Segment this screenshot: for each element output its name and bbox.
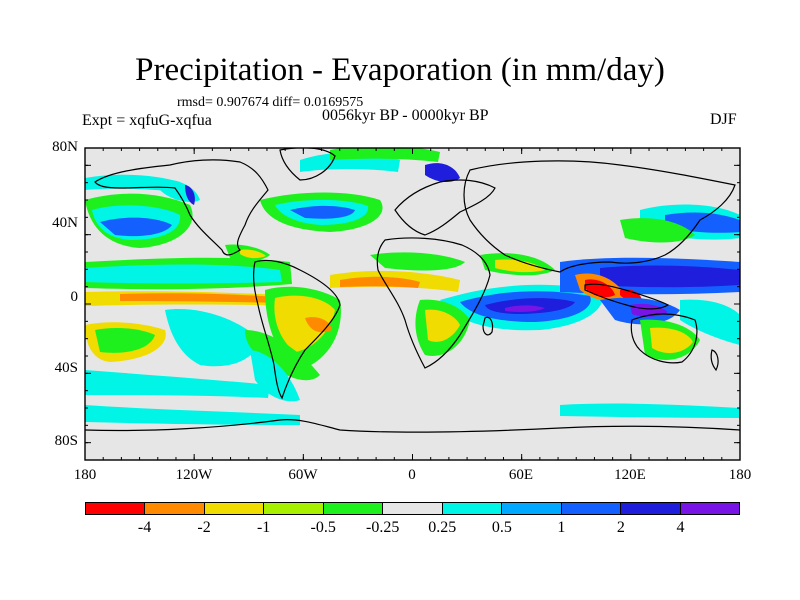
legend-label-5: 0.25: [428, 519, 457, 536]
coast-indonesia: [584, 283, 670, 310]
field-yellow: [274, 295, 335, 352]
coast-new-zealand: [710, 349, 719, 372]
lon-label-120e: 120E: [614, 467, 646, 483]
lat-label-0: 0: [70, 289, 79, 305]
lon-label-180e: 180: [728, 467, 752, 483]
field-yellow: [425, 309, 460, 342]
legend-label-6: 0.5: [491, 519, 512, 536]
coast-europe: [394, 179, 496, 236]
legend-label-2: -1: [256, 519, 271, 536]
period-label: 0056kyr BP - 0000kyr BP: [322, 107, 489, 124]
legend-label-9: 4: [676, 519, 685, 536]
field-blue: [100, 217, 172, 237]
coastline-layer: [85, 148, 740, 433]
legend-swatch-7: [502, 503, 562, 514]
rmsd-diff-stats: rmsd= 0.907674 diff= 0.0169575: [177, 95, 364, 110]
coast-madagascar: [482, 316, 494, 336]
legend-swatch-8: [561, 503, 622, 514]
legend-label-7: 1: [557, 519, 566, 536]
coast-australia: [630, 313, 698, 364]
anomaly-field-layer: [85, 148, 740, 425]
lat-label-40s: 40S: [54, 360, 78, 376]
lon-label-60w: 60W: [288, 467, 318, 483]
lon-label-120w: 120W: [175, 467, 213, 483]
legend-label-1: -2: [197, 519, 211, 536]
coast-south-america: [252, 259, 341, 400]
field-cyan: [85, 405, 300, 425]
field-green: [245, 330, 320, 381]
legend-swatch-2: [204, 503, 265, 514]
field-yellow: [650, 327, 693, 354]
axis-ticks: [84, 147, 741, 461]
legend-swatch-5: [383, 503, 443, 514]
field-blue: [425, 163, 460, 182]
field-cyan: [85, 370, 270, 398]
field-blue: [290, 205, 355, 219]
legend-swatch-3: [264, 503, 324, 514]
legend-label-3: -0.5: [310, 519, 336, 536]
map-title: Precipitation - Evaporation (in mm/day): [135, 52, 665, 88]
field-orange: [120, 293, 290, 303]
legend-swatch-4: [323, 503, 384, 514]
experiment-label: Expt = xqfuG-xqfua: [82, 112, 212, 129]
legend-swatch-6: [442, 503, 503, 514]
field-green: [95, 327, 155, 353]
legend-label-8: 2: [616, 519, 625, 536]
lon-label-60e: 60E: [508, 467, 534, 483]
field-purple: [505, 305, 545, 312]
field-blue: [600, 265, 740, 288]
lat-label-80s: 80S: [54, 433, 78, 449]
coast-north-america: [94, 159, 269, 256]
field-cyan: [680, 299, 740, 345]
legend-label-0: -4: [137, 519, 152, 536]
field-cyan: [165, 309, 260, 367]
color-legend-bar: [85, 502, 740, 515]
coast-asia: [463, 160, 736, 273]
field-yellow: [240, 249, 266, 259]
field-cyan: [85, 264, 282, 284]
legend-swatch-0: [86, 503, 146, 514]
field-blue: [185, 185, 195, 205]
coast-africa: [376, 237, 491, 369]
field-green: [620, 218, 695, 243]
legend-swatch-9: [621, 503, 681, 514]
field-yellow: [495, 259, 545, 273]
coast-antarctica: [85, 419, 740, 433]
field-green: [370, 252, 465, 271]
field-orange: [340, 276, 420, 288]
lon-label-0: 0: [408, 467, 416, 483]
lon-label-180w: 180: [73, 467, 97, 483]
legend-label-4: -0.25: [366, 519, 400, 536]
lat-label-40n: 40N: [52, 215, 78, 231]
legend-swatch-1: [145, 503, 205, 514]
lat-label-80n: 80N: [52, 139, 78, 155]
field-cyan: [560, 403, 740, 418]
legend-swatch-10: [680, 503, 739, 514]
season-label: DJF: [710, 111, 737, 128]
